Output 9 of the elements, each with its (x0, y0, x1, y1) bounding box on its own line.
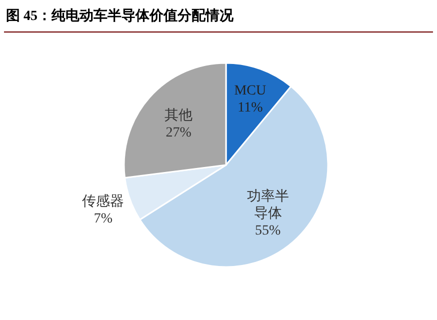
data-label: 55% (254, 223, 281, 238)
slice-label: 其他 (164, 108, 193, 124)
data-label: 27% (166, 126, 192, 141)
slice-label: 传感器 (82, 194, 124, 210)
slice-label: MCU (234, 83, 266, 98)
data-label: 7% (94, 212, 113, 227)
slice-label: 功率半导体 (246, 188, 289, 222)
chart-title: 图 45：纯电动车半导体价值分配情况 (6, 7, 234, 24)
data-label: 11% (238, 100, 264, 116)
